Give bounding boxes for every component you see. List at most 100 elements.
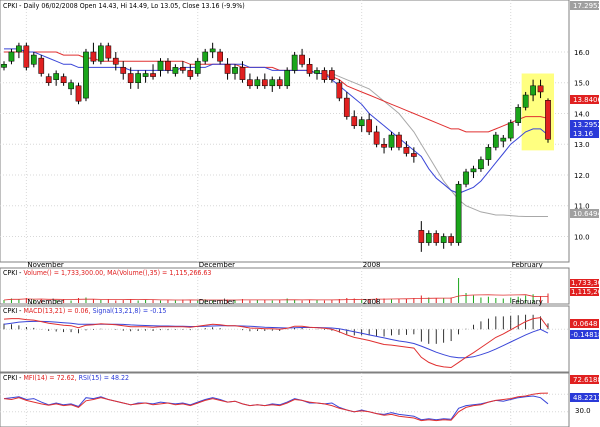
- candle-body: [172, 67, 179, 74]
- price-tick-label: 11.0: [574, 203, 590, 211]
- volume-x-label: November: [27, 298, 64, 306]
- price-tick-label: 15.0: [574, 80, 590, 88]
- candle-body: [276, 79, 283, 87]
- candle-body: [530, 85, 536, 96]
- badge-vol-ma-bg: [570, 288, 599, 296]
- candle-body: [23, 45, 30, 68]
- price-panel: November December 2008 February 10.0 11.0 12.…: [0, 0, 590, 269]
- candle-body: [165, 60, 171, 71]
- badge-close-bg: [570, 129, 599, 138]
- badge-macd: 0.0648: [573, 320, 598, 328]
- volume-panel-frame: [0, 267, 570, 305]
- macd-line: [3, 317, 549, 369]
- candle-body: [403, 147, 410, 154]
- mfi-panel: CPKI - MFI(14) = 72.62, RSI(15) = 48.22 …: [0, 372, 591, 427]
- badge-ma-blue-bg: [570, 120, 599, 129]
- candle-body: [187, 70, 194, 77]
- candle-body: [120, 67, 127, 74]
- candle-body: [329, 70, 335, 80]
- badge-mfi-bg: [570, 375, 599, 384]
- candle-body: [68, 82, 74, 90]
- price-x-label: 2008: [363, 261, 381, 269]
- badge-rsi-bg: [570, 393, 599, 402]
- volume-ma-line: [3, 294, 549, 301]
- badge-mfi: 72.6188: [573, 376, 600, 384]
- candle-body: [209, 48, 216, 53]
- badge-top: 17.2952: [573, 2, 600, 10]
- badge-ma-gray-bg: [570, 209, 599, 218]
- candle-body: [127, 73, 134, 83]
- badge-signal-bg: [570, 330, 599, 339]
- mfi-grid: [0, 373, 569, 427]
- macd-panel-frame: [0, 305, 570, 373]
- candle-body: [150, 73, 156, 77]
- candle-body: [105, 45, 112, 59]
- price-panel-frame: [0, 0, 570, 263]
- candle-body: [448, 236, 454, 243]
- candle-body: [217, 51, 223, 62]
- badge-vol-bg: [570, 279, 599, 287]
- macd-legend: CPKI - MACD(13,21) = 0.06, Signal(13,21,…: [3, 307, 166, 315]
- price-x-axis: November December 2008 February: [27, 261, 542, 269]
- macd-lines: [3, 317, 549, 369]
- candle-body: [8, 51, 15, 62]
- candle-body: [112, 57, 119, 65]
- candle-body: [135, 73, 141, 83]
- candle-body: [463, 171, 469, 185]
- badge-rsi: 48.2211: [573, 394, 600, 402]
- mfi-tick-30: 30.0: [575, 407, 591, 415]
- volume-x-label: 2008: [363, 298, 381, 306]
- candle-body: [351, 116, 358, 127]
- candle-body: [373, 131, 380, 145]
- volume-x-axis: November December 2008 February: [27, 298, 542, 306]
- candle-body: [202, 51, 209, 62]
- badge-top-bg: [570, 1, 599, 10]
- price-y-axis: 10.0 11.0 12.0 13.0 14.0 15.0 16.0: [574, 49, 590, 242]
- candle-body: [291, 54, 298, 71]
- badge-ma-gray: 10.6494: [573, 210, 600, 218]
- price-tick-label: 10.0: [574, 233, 590, 241]
- badge-signal: -0.148185: [571, 331, 600, 339]
- candle-body: [455, 183, 462, 243]
- candle-body: [500, 137, 507, 142]
- candle-body: [321, 70, 328, 80]
- candle-body: [537, 85, 544, 93]
- candle-body: [284, 70, 291, 87]
- price-x-label: November: [27, 261, 64, 269]
- mfi-line: [3, 392, 549, 422]
- candle-body: [336, 82, 343, 99]
- candle-body: [418, 230, 425, 243]
- badge-ma-red: 13.8406: [573, 96, 600, 104]
- volume-legend: CPKI - Volume() = 1,733,300.00, MA(Volum…: [3, 269, 211, 277]
- candle-body: [411, 153, 417, 157]
- candle-body: [388, 134, 395, 148]
- candle-body: [314, 70, 320, 74]
- candle-body: [492, 134, 499, 148]
- candle-body: [261, 79, 268, 87]
- badge-vol: 1,733,300: [571, 279, 600, 287]
- price-grid: [0, 0, 569, 262]
- badge-vol-ma: 1,115,266: [571, 288, 600, 296]
- ma-gray-line: [331, 73, 548, 217]
- candle-body: [60, 76, 67, 83]
- candle-body: [224, 64, 231, 74]
- candle-body: [1, 64, 7, 68]
- badge-close: 13.16: [573, 130, 594, 138]
- candle-body: [507, 122, 514, 139]
- chart-title: CPKI - Daily 06/02/2008 Open 14.43, Hi 1…: [3, 2, 245, 10]
- mfi-panel-frame: [0, 372, 570, 427]
- candle-body: [306, 64, 313, 74]
- candlesticks: [1, 42, 551, 252]
- candle-body: [299, 54, 305, 65]
- candle-body: [381, 143, 387, 148]
- candle-body: [254, 79, 261, 87]
- candle-body: [239, 67, 246, 80]
- candle-body: [440, 236, 447, 243]
- candle-body: [515, 107, 522, 123]
- candle-body: [53, 73, 60, 80]
- volume-panel: November December 2008 February CPKI - Volu…: [0, 267, 570, 306]
- price-tick-label: 16.0: [574, 49, 590, 57]
- badge-ma-blue: 13.2952: [573, 121, 600, 129]
- candle-body: [83, 51, 89, 99]
